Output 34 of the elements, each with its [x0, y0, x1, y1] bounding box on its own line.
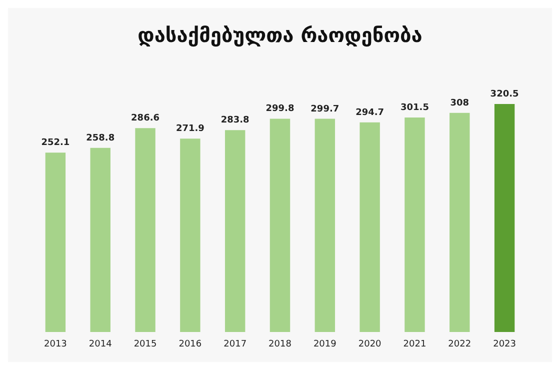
x-tick-label: 2016	[178, 340, 202, 350]
bar	[45, 152, 66, 332]
x-tick-label: 2017	[224, 340, 247, 350]
data-label: 286.6	[131, 114, 160, 124]
data-label: 283.8	[220, 116, 250, 126]
x-tick-label: 2021	[403, 340, 426, 350]
data-label: 271.9	[176, 124, 204, 134]
chart-title: დასაქმებულთა რაოდენობა	[138, 23, 422, 47]
x-tick-label: 2015	[134, 340, 157, 350]
data-label: 299.7	[310, 104, 340, 114]
data-label: 294.7	[356, 108, 384, 118]
bar	[270, 118, 290, 332]
x-tick-label: 2022	[448, 340, 472, 350]
data-label: 320.5	[490, 89, 519, 100]
x-tick-label: 2018	[268, 340, 292, 350]
bar	[450, 112, 470, 332]
data-label: 301.5	[400, 103, 429, 114]
bar	[135, 128, 156, 332]
bar	[180, 138, 200, 332]
x-tick-label: 2013	[44, 340, 67, 350]
bar	[90, 148, 110, 332]
x-tick-label: 2019	[313, 340, 337, 350]
data-label: 252.1	[41, 138, 70, 148]
bar	[224, 130, 246, 332]
data-label: 299.8	[266, 104, 294, 114]
bar	[360, 122, 380, 332]
bar	[494, 104, 515, 332]
bar	[404, 118, 425, 332]
data-label: 308	[450, 98, 470, 108]
x-tick-label: 2023	[493, 340, 516, 350]
data-label: 258.8	[86, 133, 115, 144]
x-tick-label: 2020	[358, 340, 382, 350]
bar	[314, 118, 336, 332]
x-tick-label: 2014	[88, 340, 112, 350]
